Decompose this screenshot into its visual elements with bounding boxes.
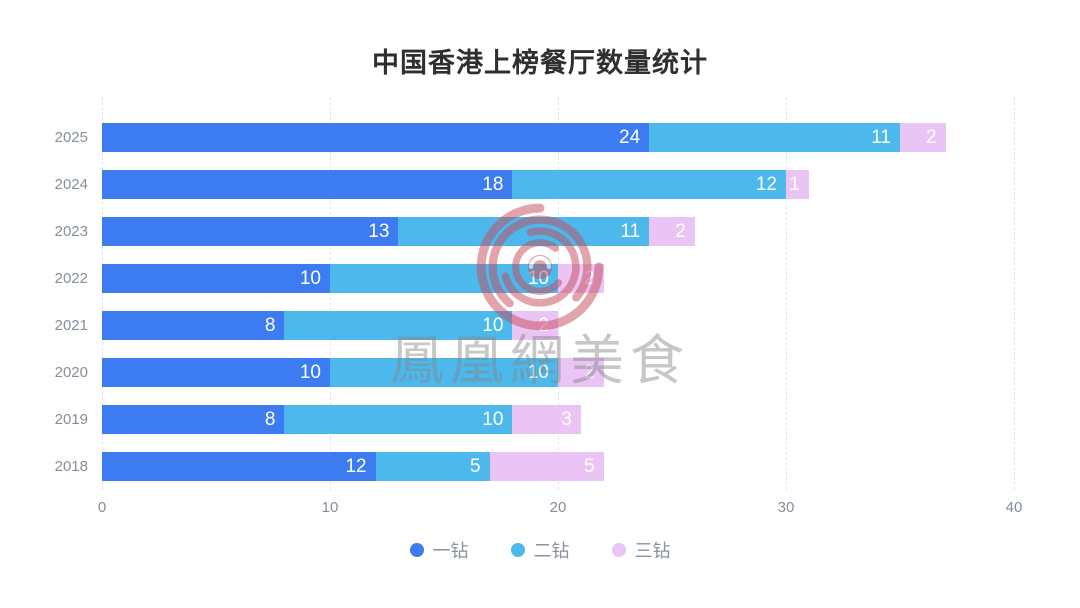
bar-value-label: 2 [675, 221, 686, 242]
legend-label: 一钻 [432, 541, 469, 561]
bar-row-2025: 24 11 2 [102, 123, 946, 152]
bar-value-label: 13 [368, 221, 390, 242]
y-axis-label-2018: 2018 [54, 458, 88, 475]
plot-area: 0 10 20 30 40 2025 24 11 2 2024 18 12 1 2023 13 11 2 2022… [55, 97, 1022, 516]
bar-value-label: 24 [619, 127, 641, 148]
bar-segment-series1[interactable]: 5 [375, 452, 490, 481]
bar-segment-series2[interactable]: 1 [785, 170, 809, 199]
bar-value-label: 1 [789, 174, 800, 195]
bar-row-2024: 18 12 1 [102, 170, 809, 199]
bar-row-2018: 12 5 5 [102, 452, 604, 481]
gridline [786, 97, 787, 490]
x-axis-tick-label: 30 [777, 499, 795, 516]
bar-value-label: 18 [482, 174, 504, 195]
legend-item-series2[interactable]: 三钻 [611, 537, 671, 563]
legend-dot-icon [510, 543, 525, 557]
bar-segment-series0[interactable]: 10 [102, 358, 330, 387]
x-axis-tick-label: 0 [97, 499, 107, 516]
y-axis-label-2024: 2024 [54, 176, 88, 193]
bar-value-label: 11 [871, 127, 891, 148]
bar-value-label: 5 [470, 456, 481, 477]
bar-value-label: 10 [527, 362, 549, 383]
y-axis-label-2021: 2021 [54, 317, 88, 334]
bar-value-label: 3 [561, 409, 572, 430]
bar-segment-series1[interactable]: 10 [284, 311, 513, 340]
bar-value-label: 10 [299, 362, 321, 383]
bar-value-label: 10 [299, 268, 321, 289]
bar-segment-series0[interactable]: 24 [102, 123, 650, 152]
bar-value-label: 12 [755, 174, 777, 195]
bar-value-label: 12 [345, 456, 367, 477]
bar-segment-series1[interactable]: 11 [649, 123, 900, 152]
bar-segment-series2[interactable]: 2 [899, 123, 946, 152]
bar-segment-series2[interactable]: 3 [512, 405, 581, 434]
legend-item-series0[interactable]: 一钻 [409, 537, 469, 563]
bar-segment-series0[interactable]: 12 [102, 452, 376, 481]
bar-segment-series1[interactable]: 10 [330, 358, 558, 387]
bar-row-2019: 8 10 3 [102, 405, 581, 434]
bar-segment-series0[interactable]: 13 [102, 217, 399, 246]
y-axis-label-2023: 2023 [54, 223, 88, 240]
x-axis-tick-label: 40 [1005, 499, 1023, 516]
bar-segment-series1[interactable]: 12 [512, 170, 786, 199]
gridline [330, 97, 331, 490]
y-axis-label-2019: 2019 [54, 411, 88, 428]
gridline [102, 97, 103, 490]
bar-segment-series0[interactable]: 10 [102, 264, 330, 293]
phoenix-logo-icon [476, 203, 604, 331]
gridline [1014, 97, 1015, 490]
bar-value-label: 10 [482, 315, 504, 336]
legend: 一钻 二钻 三钻 [0, 537, 1080, 563]
y-axis-label-2022: 2022 [54, 270, 88, 287]
bar-value-label: 10 [482, 409, 504, 430]
bar-segment-series2[interactable]: 5 [489, 452, 604, 481]
legend-dot-icon [611, 543, 626, 557]
legend-label: 二钻 [533, 541, 570, 561]
bar-row-2023: 13 11 2 [102, 217, 695, 246]
x-axis-tick-label: 20 [549, 499, 567, 516]
bar-segment-series1[interactable]: 10 [284, 405, 513, 434]
bar-value-label: 11 [620, 221, 641, 242]
watermark-text: 鳳凰網美食 [390, 331, 690, 391]
x-axis-tick-label: 10 [321, 499, 339, 516]
legend-label: 三钻 [634, 541, 671, 561]
bar-value-label: 2 [584, 362, 595, 383]
legend-item-series1[interactable]: 二钻 [510, 537, 570, 563]
legend-dot-icon [409, 543, 424, 557]
bar-segment-series2[interactable]: 2 [558, 358, 604, 387]
bar-row-2020: 10 10 2 [102, 358, 604, 387]
y-axis-label-2025: 2025 [54, 129, 88, 146]
bar-value-label: 8 [264, 315, 276, 336]
bar-segment-series0[interactable]: 18 [102, 170, 513, 199]
bar-value-label: 5 [584, 456, 595, 477]
chart-title: 中国香港上榜餐厅数量统计 [372, 48, 708, 78]
bar-segment-series0[interactable]: 8 [102, 405, 285, 434]
bar-value-label: 8 [264, 409, 276, 430]
bar-segment-series2[interactable]: 2 [649, 217, 695, 246]
y-axis-label-2020: 2020 [54, 364, 88, 381]
bar-value-label: 2 [926, 127, 937, 148]
bar-segment-series0[interactable]: 8 [102, 311, 285, 340]
